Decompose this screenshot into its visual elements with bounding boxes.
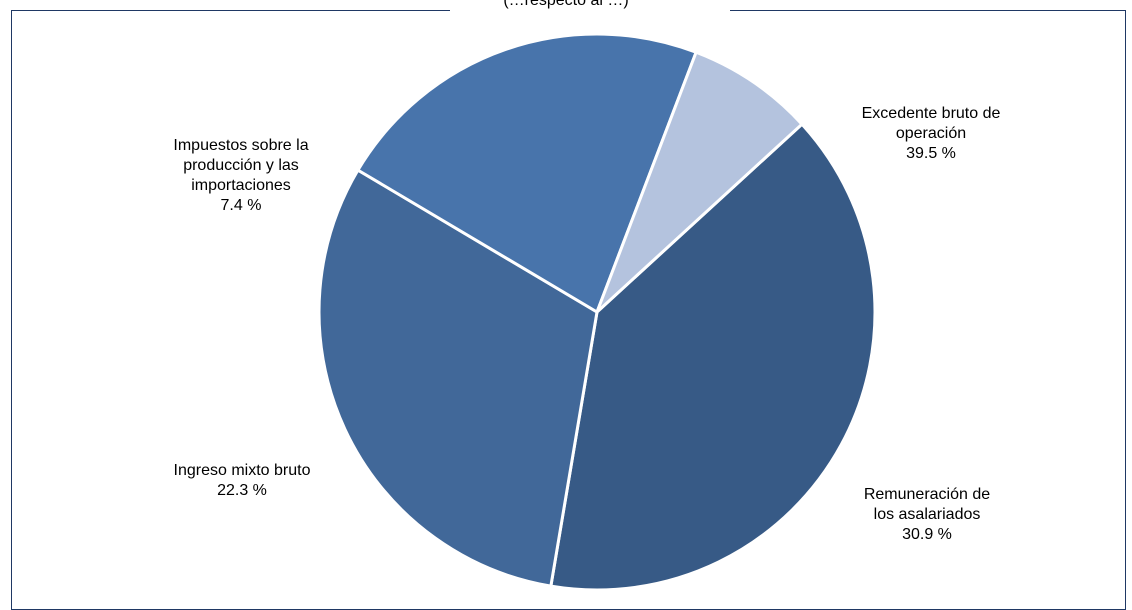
label-remuneracion-line-1: Remuneración de [863,486,991,503]
label-ingreso-mixto: Ingreso mixto bruto 22.3 % [174,461,311,501]
label-impuestos-line-1: Impuestos sobre la [173,137,309,154]
label-remuneracion-line-2: los asalariados [873,506,981,523]
pie-slice-remuneracion [317,168,599,588]
label-excedente-value: 39.5 % [906,145,956,162]
pie-slice-impuestos [595,50,804,314]
label-ingreso-mixto-line-1: Ingreso mixto bruto [173,462,311,479]
label-remuneracion: Remuneración de los asalariados 30.9 % [864,485,990,545]
label-ingreso-mixto-value: 22.3 % [217,482,267,499]
pie-slice-excedente [549,122,877,592]
pie-slice-ingreso-mixto [356,32,698,314]
label-excedente: Excedente bruto de operación 39.5 % [862,104,1001,164]
label-remuneracion-value: 30.9 % [902,526,952,543]
label-impuestos-value: 7.4 % [220,197,262,214]
label-impuestos: Impuestos sobre la producción y las impo… [173,136,308,216]
label-excedente-line-1: Excedente bruto de [861,105,1001,122]
title-background [450,0,730,16]
label-impuestos-line-2: producción y las [183,157,299,174]
label-excedente-line-2: operación [895,125,967,142]
label-impuestos-line-3: importaciones [191,177,291,194]
chart-title: (…respecto al …) [503,0,629,9]
